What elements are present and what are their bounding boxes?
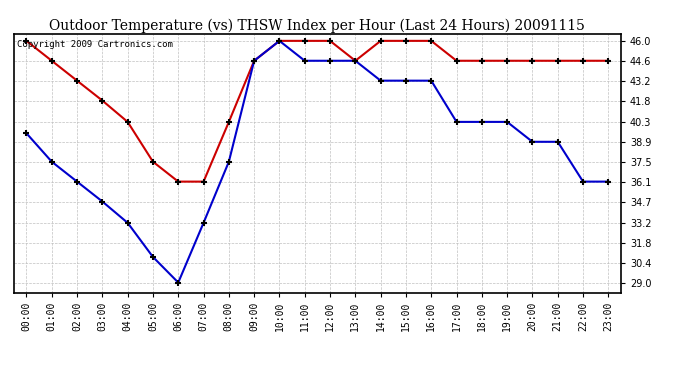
Title: Outdoor Temperature (vs) THSW Index per Hour (Last 24 Hours) 20091115: Outdoor Temperature (vs) THSW Index per … bbox=[50, 18, 585, 33]
Text: Copyright 2009 Cartronics.com: Copyright 2009 Cartronics.com bbox=[17, 40, 172, 49]
